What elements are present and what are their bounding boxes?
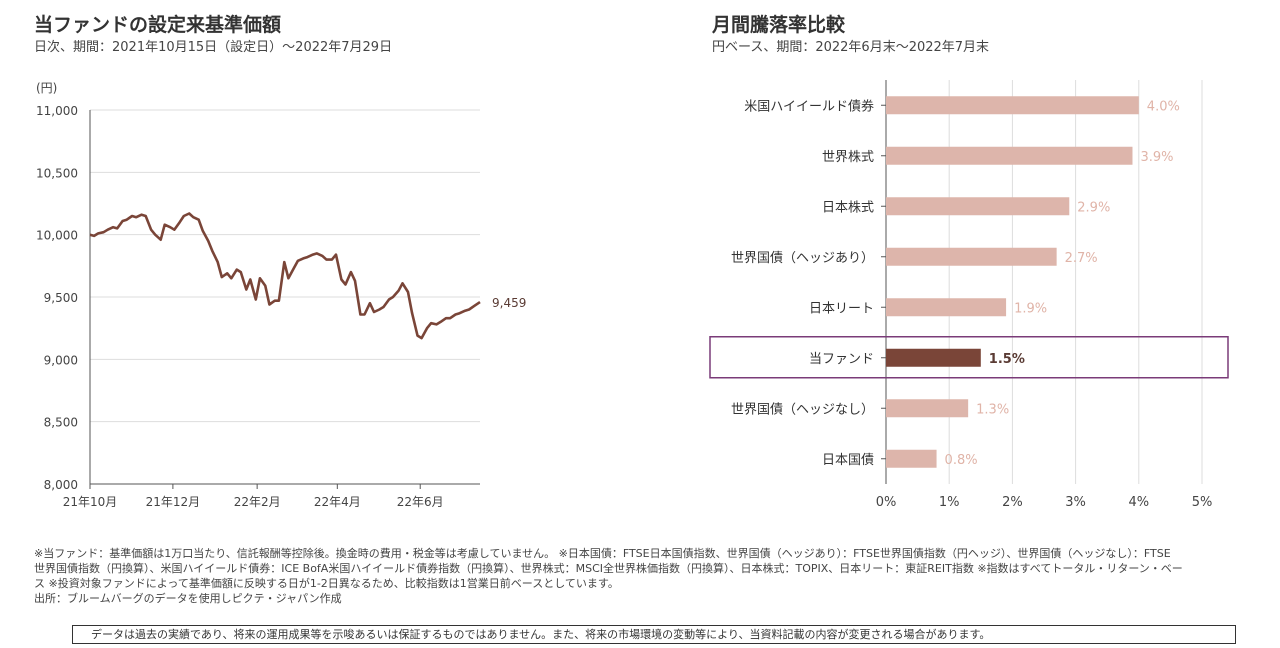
x-tick-label: 0% bbox=[876, 495, 897, 510]
line-chart-title: 当ファンドの設定来基準価額 bbox=[34, 14, 282, 36]
category-label: 日本株式 bbox=[822, 200, 874, 215]
y-tick-label: 9,000 bbox=[44, 353, 78, 367]
x-tick-label: 21年10月 bbox=[63, 495, 118, 509]
bar bbox=[886, 399, 969, 418]
bar bbox=[886, 449, 937, 468]
category-label: 日本リート bbox=[809, 301, 874, 316]
line-chart-subtitle: 日次、期間：2021年10月15日（設定日）～2022年7月29日 bbox=[34, 40, 393, 55]
bar-value-label: 3.9% bbox=[1140, 150, 1173, 165]
category-label: 当ファンド bbox=[809, 352, 874, 367]
x-tick-label: 22年4月 bbox=[314, 495, 361, 509]
bar-value-label: 1.3% bbox=[976, 402, 1009, 417]
x-tick-label: 22年6月 bbox=[397, 495, 444, 509]
last-value-label: 9,459 bbox=[492, 296, 526, 310]
y-tick-label: 10,000 bbox=[36, 229, 78, 243]
y-tick-label: 10,500 bbox=[36, 166, 78, 180]
bar-value-label: 2.7% bbox=[1065, 251, 1098, 266]
category-label: 世界国債（ヘッジなし） bbox=[731, 402, 874, 417]
bar-value-label: 1.9% bbox=[1014, 301, 1047, 316]
y-tick-label: 9,500 bbox=[44, 291, 78, 305]
bar-value-label: 1.5% bbox=[989, 352, 1025, 367]
y-tick-label: 8,000 bbox=[44, 478, 78, 492]
x-tick-label: 2% bbox=[1002, 495, 1023, 510]
bar-value-label: 0.8% bbox=[945, 453, 978, 468]
bar bbox=[886, 96, 1139, 115]
y-tick-label: 8,500 bbox=[44, 416, 78, 430]
bar-value-label: 4.0% bbox=[1147, 99, 1180, 114]
category-label: 世界国債（ヘッジあり） bbox=[731, 251, 874, 266]
bar bbox=[886, 146, 1133, 165]
x-tick-label: 4% bbox=[1128, 495, 1149, 510]
highlight-box bbox=[709, 336, 1229, 379]
bar bbox=[886, 348, 981, 367]
disclaimer-box: データは過去の実績であり、将来の運用成果等を示唆あるいは保証するものではありませ… bbox=[72, 625, 1236, 644]
x-tick-label: 5% bbox=[1192, 495, 1213, 510]
category-label: 米国ハイイールド債券 bbox=[744, 98, 874, 114]
y-unit-label: (円) bbox=[36, 81, 57, 95]
x-tick-label: 1% bbox=[939, 495, 960, 510]
footnote-line: ※当ファンド：基準価額は1万口当たり、信託報酬等控除後。換金時の費用・税金等は考… bbox=[34, 547, 1171, 560]
y-tick-label: 11,000 bbox=[36, 104, 78, 118]
x-tick-label: 3% bbox=[1065, 495, 1086, 510]
category-label: 世界株式 bbox=[822, 150, 874, 165]
footnote-source: 出所：ブルームバーグのデータを使用しピクテ・ジャパン作成 bbox=[34, 592, 342, 605]
x-tick-label: 21年12月 bbox=[146, 495, 201, 509]
bar bbox=[886, 298, 1007, 317]
bar-chart-subtitle: 円ベース、期間：2022年6月末～2022年7月末 bbox=[712, 40, 990, 55]
nav-series-line bbox=[89, 212, 481, 340]
bar bbox=[886, 197, 1070, 216]
footnotes: ※当ファンド：基準価額は1万口当たり、信託報酬等控除後。換金時の費用・税金等は考… bbox=[34, 546, 1274, 606]
bar-value-label: 2.9% bbox=[1077, 200, 1110, 215]
bar bbox=[886, 247, 1057, 266]
monthly-return-bar-chart: 0% 1% 2% 3% 4% 5% 米国ハイイールド債券 4.0% 世界株式 3.9% 日本株式 2.… bbox=[709, 80, 1229, 510]
nav-line-chart: 8,000 8,500 9,000 9,500 10,000 10,500 11,000 (円… bbox=[36, 81, 526, 509]
x-tick-label: 22年2月 bbox=[234, 495, 281, 509]
footnote-line: ス ※投資対象ファンドによって基準価額に反映する日が1-2日異なるため、比較指数… bbox=[34, 577, 619, 590]
bar-chart-title: 月間騰落率比較 bbox=[712, 14, 846, 36]
category-label: 日本国債 bbox=[822, 453, 874, 468]
footnote-line: 世界国債指数（円換算）、米国ハイイールド債券：ICE BofA米国ハイイールド債… bbox=[34, 562, 1183, 575]
